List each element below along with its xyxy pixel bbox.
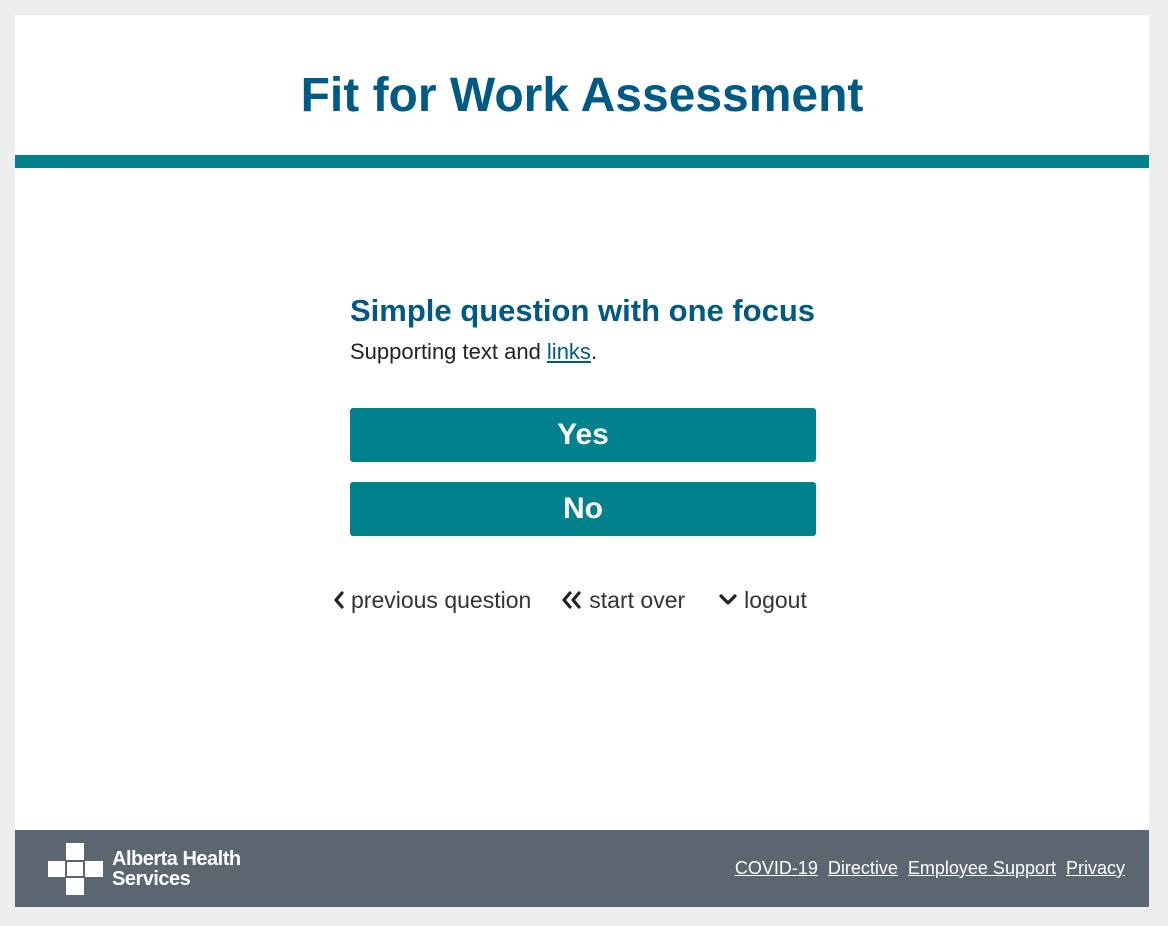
question-title: Simple question with one focus <box>350 293 816 328</box>
chevron-down-icon <box>718 593 738 607</box>
footer-link-employee-support[interactable]: Employee Support <box>907 858 1056 878</box>
no-button[interactable]: No <box>350 482 816 536</box>
footer-link-covid[interactable]: COVID-19 <box>734 858 818 878</box>
logo-line-2: Services <box>112 868 191 890</box>
footer: Alberta Health Services COVID-19 Directi… <box>15 830 1149 907</box>
logout-label: logout <box>744 586 807 613</box>
double-chevron-left-icon <box>561 591 583 609</box>
ahs-logo-icon <box>48 843 103 895</box>
ahs-logo: Alberta Health Services <box>48 843 241 895</box>
page-title: Fit for Work Assessment <box>300 69 864 122</box>
question-navigation: previous question start over logout <box>333 583 807 617</box>
footer-links: COVID-19 Directive Employee Support Priv… <box>725 858 1125 879</box>
supporting-text-suffix: . <box>590 339 598 364</box>
chevron-left-icon <box>333 591 345 609</box>
yes-button[interactable]: Yes <box>350 408 816 462</box>
question-block: Simple question with one focus Supportin… <box>350 291 816 367</box>
page-frame: Fit for Work Assessment Simple question … <box>15 15 1149 907</box>
start-over-link[interactable]: start over <box>561 587 685 614</box>
header: Fit for Work Assessment <box>15 15 1149 155</box>
header-divider <box>15 155 1149 168</box>
previous-question-label: previous question <box>351 586 532 613</box>
supporting-link[interactable]: links <box>546 339 591 364</box>
footer-link-privacy[interactable]: Privacy <box>1065 858 1125 878</box>
previous-question-link[interactable]: previous question <box>333 587 531 614</box>
supporting-text-prefix: Supporting text and <box>350 339 547 364</box>
ahs-logo-text: Alberta Health Services <box>112 849 241 889</box>
supporting-text: Supporting text and links. <box>350 337 816 367</box>
logout-link[interactable]: logout <box>718 587 807 614</box>
footer-link-directive[interactable]: Directive <box>827 858 898 878</box>
logo-line-1: Alberta Health <box>112 848 241 870</box>
start-over-label: start over <box>589 586 686 613</box>
